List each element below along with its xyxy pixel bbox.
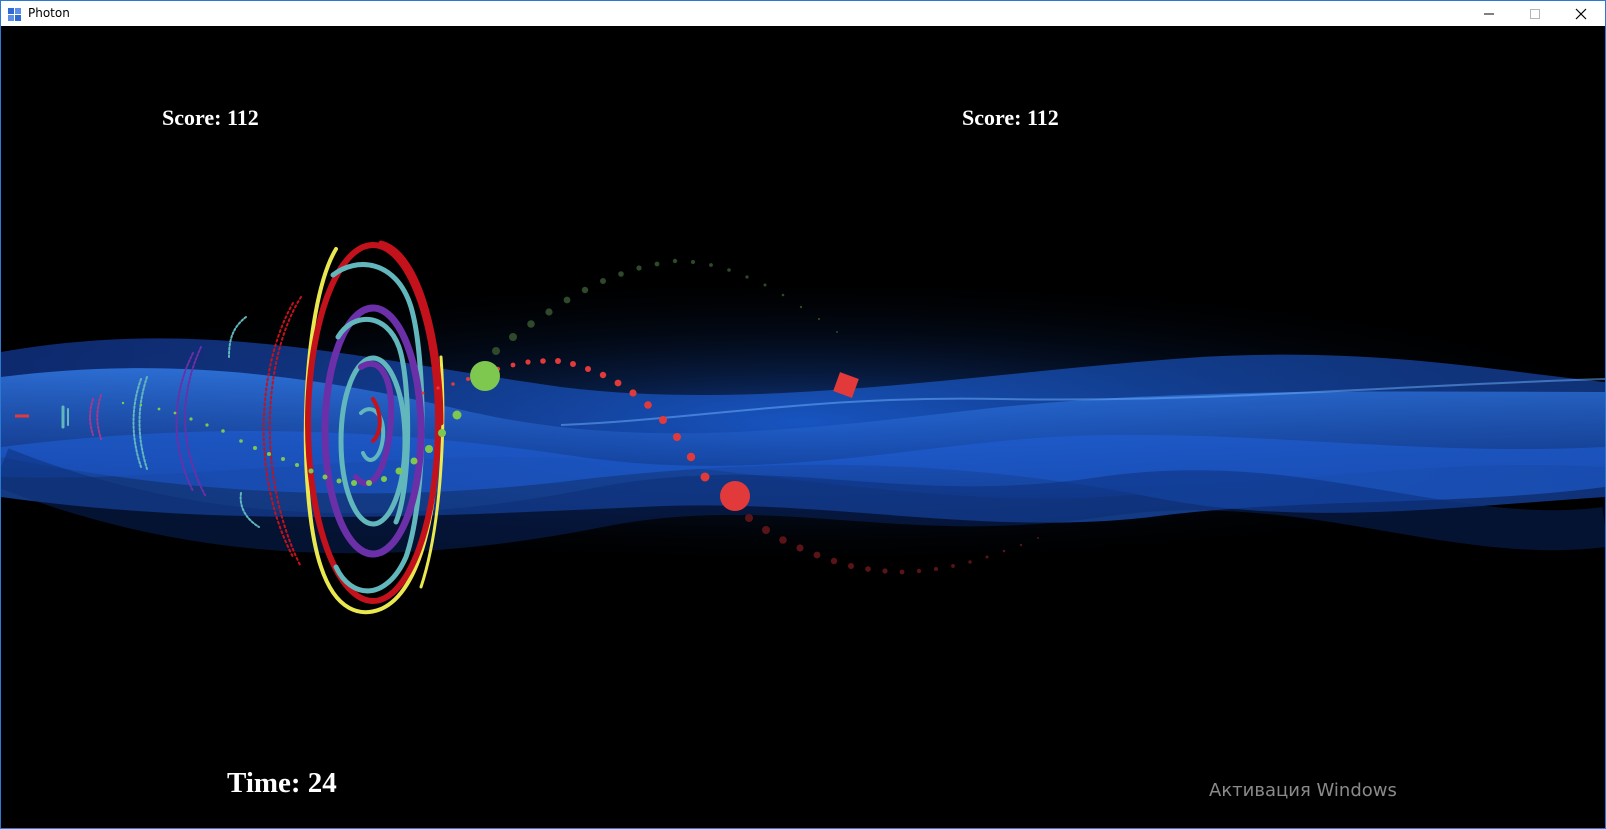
title-bar[interactable]: Photon: [1, 1, 1605, 26]
close-button[interactable]: [1559, 1, 1603, 26]
wave-dark-underside: [1, 448, 1605, 554]
red-square-target: [833, 372, 859, 398]
green-player: [470, 361, 500, 391]
score-left: Score: 112: [162, 105, 259, 130]
minimize-button[interactable]: [1467, 1, 1511, 26]
photon-app-icon: [8, 8, 21, 21]
red-dotted-trail: [421, 358, 710, 482]
minimize-icon: [1484, 13, 1494, 14]
maximize-icon: [1530, 8, 1540, 19]
activation-watermark: Активация Windows: [1209, 780, 1397, 801]
maximize-button[interactable]: [1513, 1, 1557, 26]
tunnel-trail: [61, 296, 302, 568]
green-dotted-trail: [121, 401, 462, 486]
red-player: [720, 481, 750, 511]
game-canvas[interactable]: Score: 112 Score: 112 Time: 24 Активация…: [1, 27, 1605, 828]
window-title: Photon: [28, 6, 70, 20]
close-icon: [1575, 8, 1587, 19]
red-arc-trail: [745, 514, 1039, 575]
wave-highlight: [560, 378, 1605, 426]
game-scene: [1, 240, 1605, 615]
time-counter: Time: 24: [227, 767, 337, 799]
score-right: Score: 112: [962, 105, 1059, 130]
green-arc-trail: [492, 258, 838, 355]
spiral-rings: [303, 240, 445, 615]
